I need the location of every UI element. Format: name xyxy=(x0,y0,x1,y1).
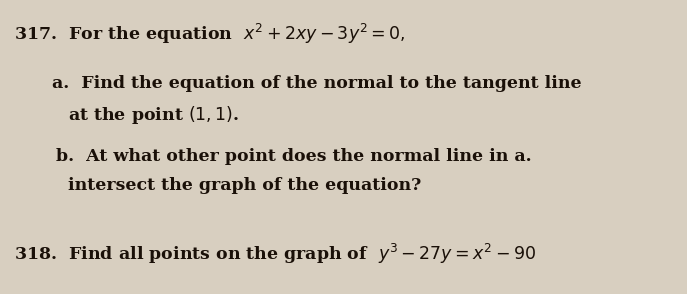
Text: intersect the graph of the equation?: intersect the graph of the equation? xyxy=(68,177,421,194)
Text: 318.  Find all points on the graph of  $y^3 - 27y = x^2 - 90$: 318. Find all points on the graph of $y^… xyxy=(14,242,536,266)
Text: b.  At what other point does the normal line in a.: b. At what other point does the normal l… xyxy=(56,148,532,165)
Text: 317.  For the equation  $x^2 + 2xy - 3y^2 = 0,$: 317. For the equation $x^2 + 2xy - 3y^2 … xyxy=(14,22,405,46)
Text: a.  Find the equation of the normal to the tangent line: a. Find the equation of the normal to th… xyxy=(52,75,582,92)
Text: at the point $(1, 1)$.: at the point $(1, 1)$. xyxy=(68,104,239,126)
